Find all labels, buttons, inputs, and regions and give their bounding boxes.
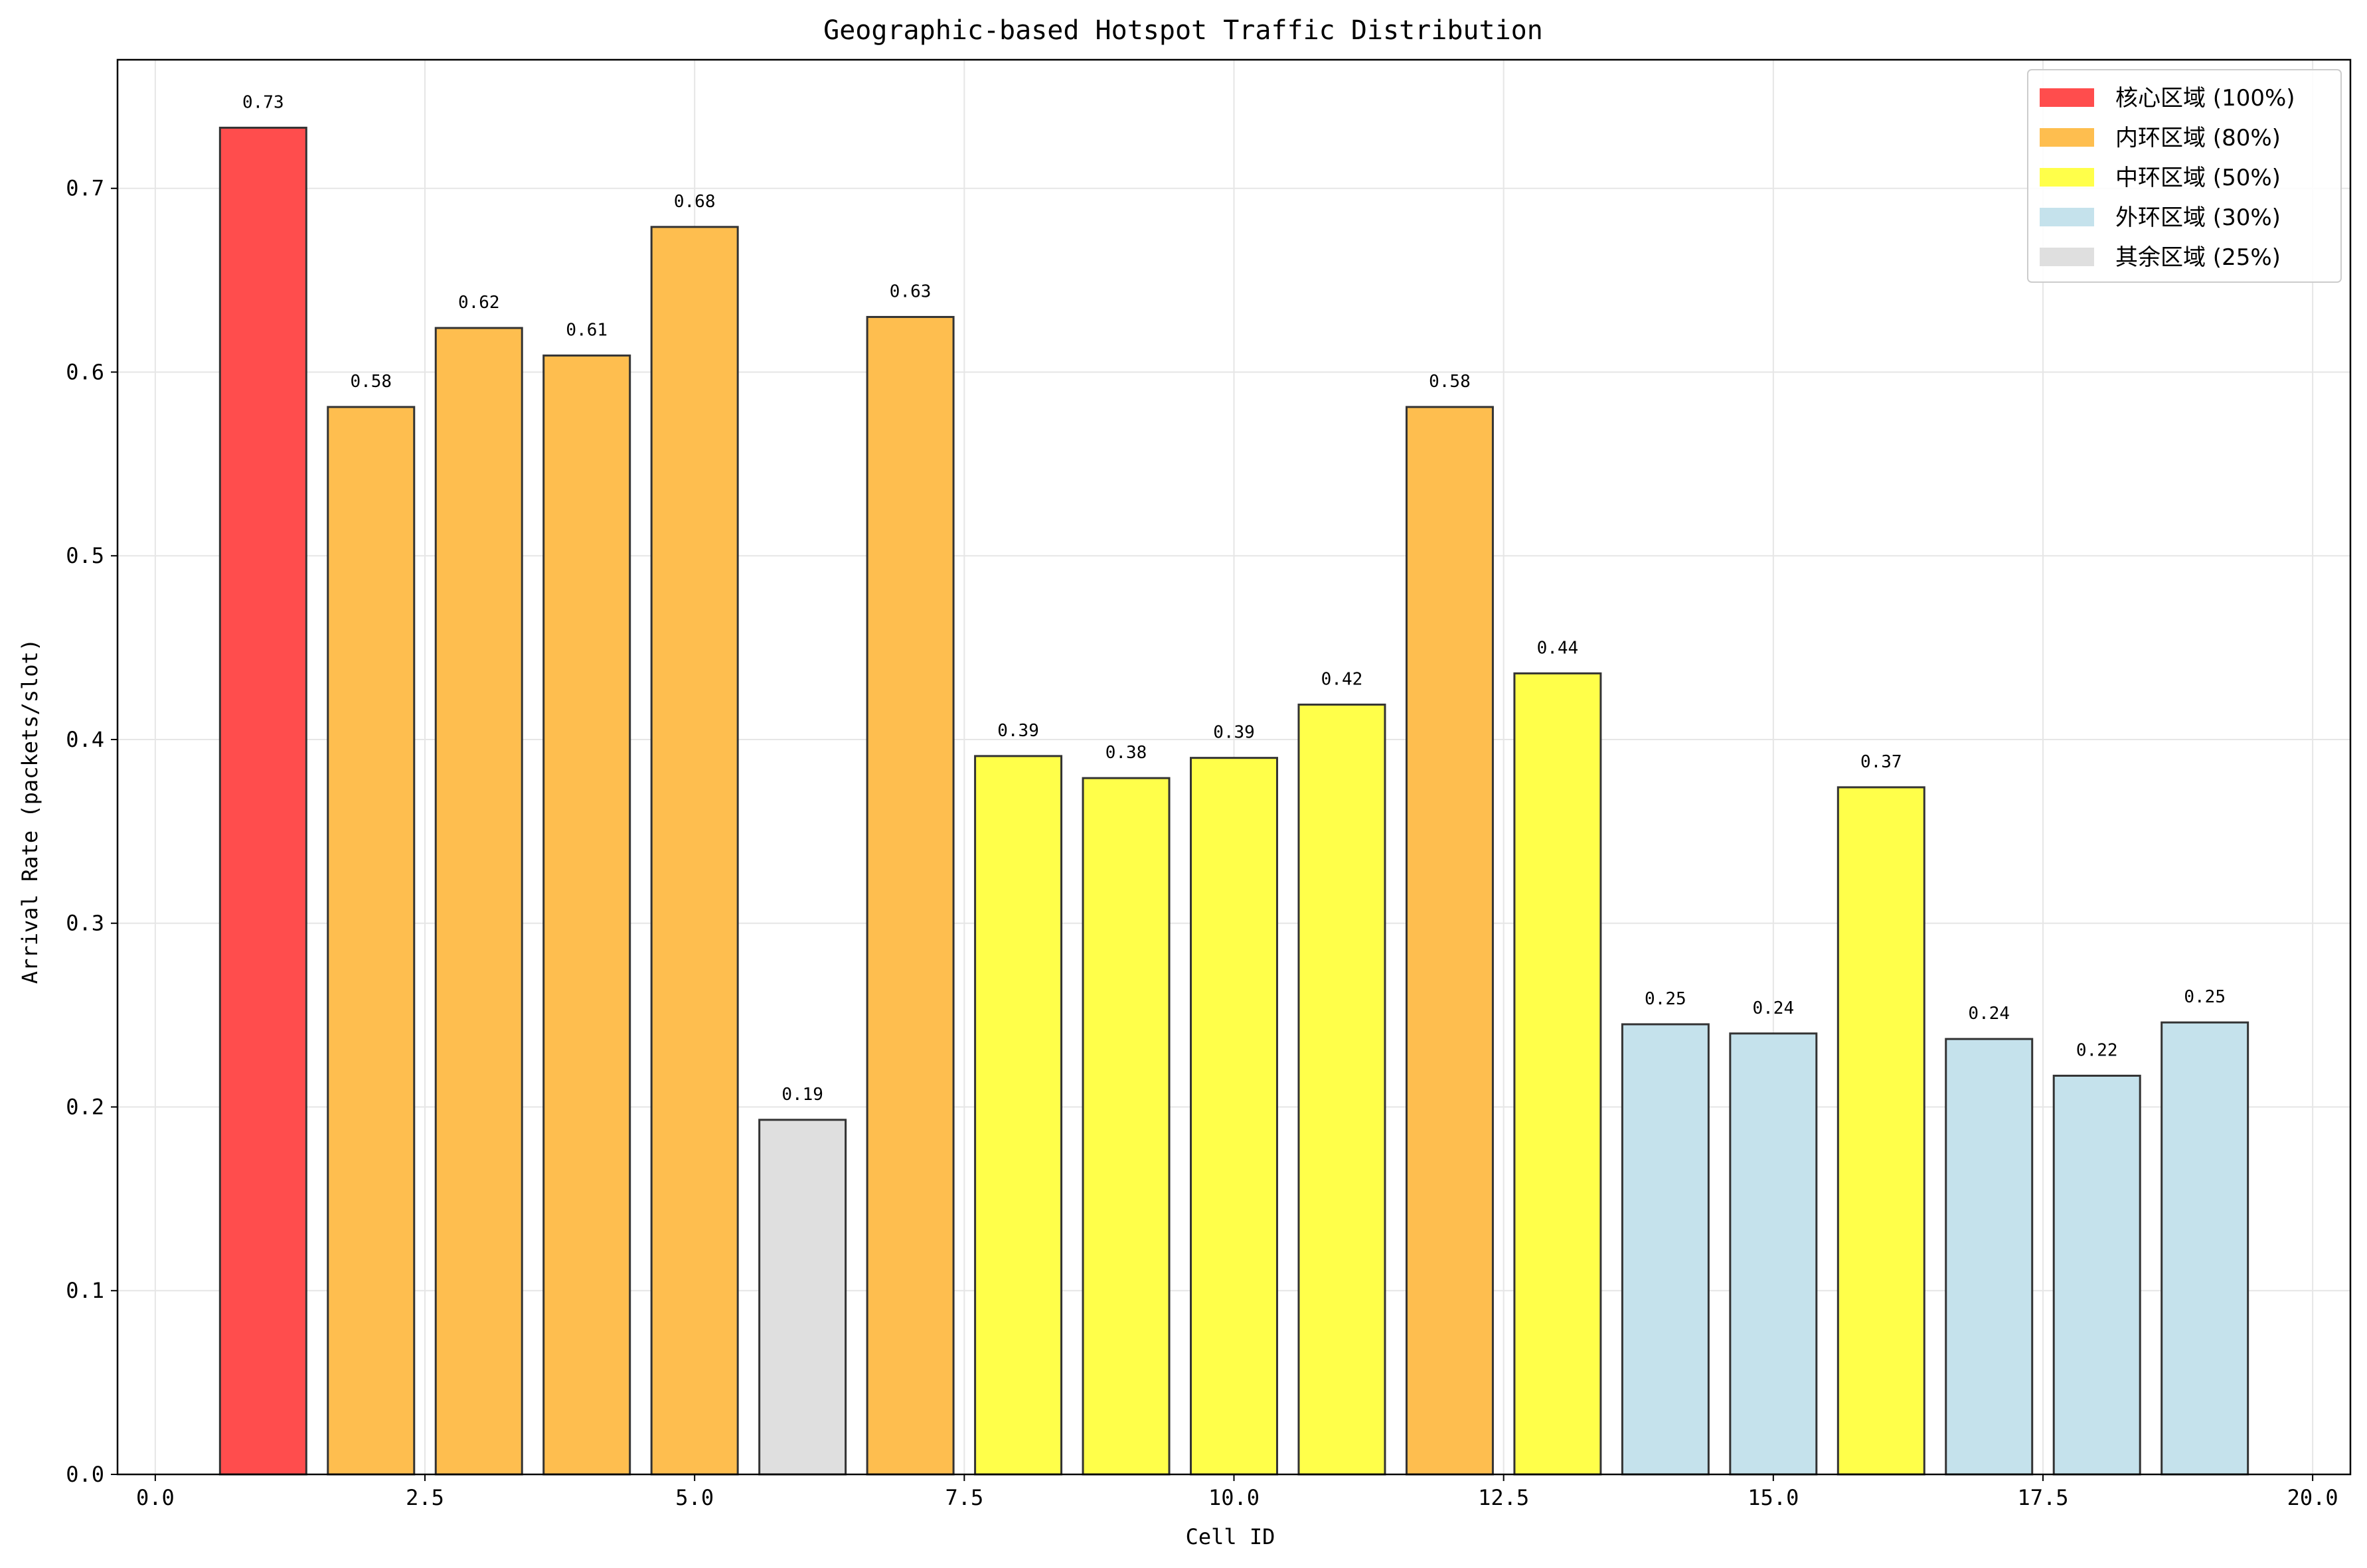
bar-value-label: 0.25: [1645, 989, 1686, 1009]
y-tick-label: 0.0: [66, 1462, 104, 1487]
x-tick-label: 17.5: [2017, 1485, 2068, 1510]
bar-cell-6: [758, 1119, 847, 1476]
x-tick-label: 5.0: [675, 1485, 714, 1510]
legend-swatch: [2040, 168, 2094, 187]
bar-value-label: 0.42: [1321, 669, 1363, 689]
bar-cell-15: [1729, 1032, 1818, 1476]
x-tick-label: 20.0: [2287, 1485, 2338, 1510]
bar-value-label: 0.39: [997, 721, 1039, 741]
bar-value-label: 0.24: [1968, 1004, 2010, 1024]
bar-cell-14: [1621, 1023, 1710, 1476]
bar-value-label: 0.37: [1860, 752, 1902, 772]
legend-box: [2027, 69, 2342, 283]
bar-cell-5: [650, 226, 739, 1476]
y-tick-label: 0.6: [66, 359, 104, 384]
bar-cell-4: [542, 354, 631, 1476]
legend: 核心区域 (100%) 内环区域 (80%) 中环区域 (50%) 外环区域 (30%…: [2027, 69, 2342, 283]
bar-value-label: 0.58: [1429, 372, 1471, 392]
x-axis-label: Cell ID: [1186, 1524, 1275, 1549]
bar-value-label: 0.58: [350, 372, 392, 392]
bar-value-label: 0.61: [566, 321, 608, 341]
plot-frame: [116, 58, 2352, 1476]
bar-cell-9: [1082, 777, 1171, 1476]
y-axis-label: Arrival Rate (packets/slot): [17, 639, 42, 984]
bar-cell-16: [1836, 786, 1925, 1476]
bar-cell-11: [1297, 703, 1386, 1476]
axes: 0.0 2.5 5.0 7.5 10.0 12.5 15.0 17.5 20.0 0.0 0.1 0.…: [66, 58, 2352, 1510]
bar-value-label: 0.44: [1537, 638, 1579, 658]
legend-swatch: [2040, 208, 2094, 226]
legend-entry-label: 其余区域 (25%): [2115, 244, 2281, 271]
x-tick-label: 10.0: [1208, 1485, 1260, 1510]
bar-cell-7: [866, 315, 955, 1476]
y-tick-label: 0.4: [66, 727, 104, 752]
y-tick-label: 0.2: [66, 1094, 104, 1119]
x-tick-label: 0.0: [136, 1485, 175, 1510]
bar-value-label: 0.68: [674, 192, 716, 212]
data-labels: 0.73 0.58 0.62 0.61 0.68 0.19 0.63 0.39 0.38 0.39…: [242, 92, 2226, 1104]
y-tick-label: 0.7: [66, 176, 104, 201]
bar-value-label: 0.63: [890, 281, 932, 301]
bar-cell-12: [1405, 406, 1494, 1476]
legend-swatch: [2040, 128, 2094, 147]
x-tick-label: 7.5: [945, 1485, 983, 1510]
legend-entry-label: 内环区域 (80%): [2115, 125, 2281, 151]
bar-value-label: 0.24: [1753, 998, 1795, 1018]
bar-value-label: 0.39: [1213, 723, 1255, 743]
x-tick-label: 15.0: [1748, 1485, 1799, 1510]
bar-cell-19: [2161, 1021, 2249, 1476]
bar-cell-17: [1945, 1038, 2034, 1476]
legend-entry-label: 中环区域 (50%): [2115, 165, 2281, 191]
bar-cell-10: [1190, 757, 1278, 1476]
bar-cell-8: [974, 755, 1063, 1476]
chart-title: Geographic-based Hotspot Traffic Distrib…: [823, 15, 1543, 46]
y-tick-label: 0.1: [66, 1278, 104, 1303]
y-tick-label: 0.3: [66, 911, 104, 936]
legend-entry-label: 核心区域 (100%): [2115, 85, 2295, 112]
x-tick-label: 12.5: [1478, 1485, 1529, 1510]
legend-entry-label: 外环区域 (30%): [2115, 204, 2281, 231]
y-tick-label: 0.5: [66, 543, 104, 568]
bar-value-label: 0.62: [458, 293, 500, 313]
bar-value-label: 0.38: [1105, 743, 1147, 763]
bar-cell-3: [434, 327, 523, 1476]
legend-swatch: [2040, 248, 2094, 266]
bar-value-label: 0.19: [781, 1085, 823, 1105]
bar-cell-2: [327, 406, 416, 1476]
bars: [218, 126, 2249, 1476]
bar-cell-1: [218, 126, 307, 1476]
bar-value-label: 0.25: [2184, 987, 2226, 1007]
bar-value-label: 0.22: [2076, 1040, 2118, 1060]
x-tick-label: 2.5: [406, 1485, 444, 1510]
legend-swatch: [2040, 88, 2094, 107]
bar-value-label: 0.73: [242, 92, 284, 112]
bar-cell-13: [1513, 672, 1602, 1476]
bar-cell-18: [2052, 1074, 2141, 1476]
